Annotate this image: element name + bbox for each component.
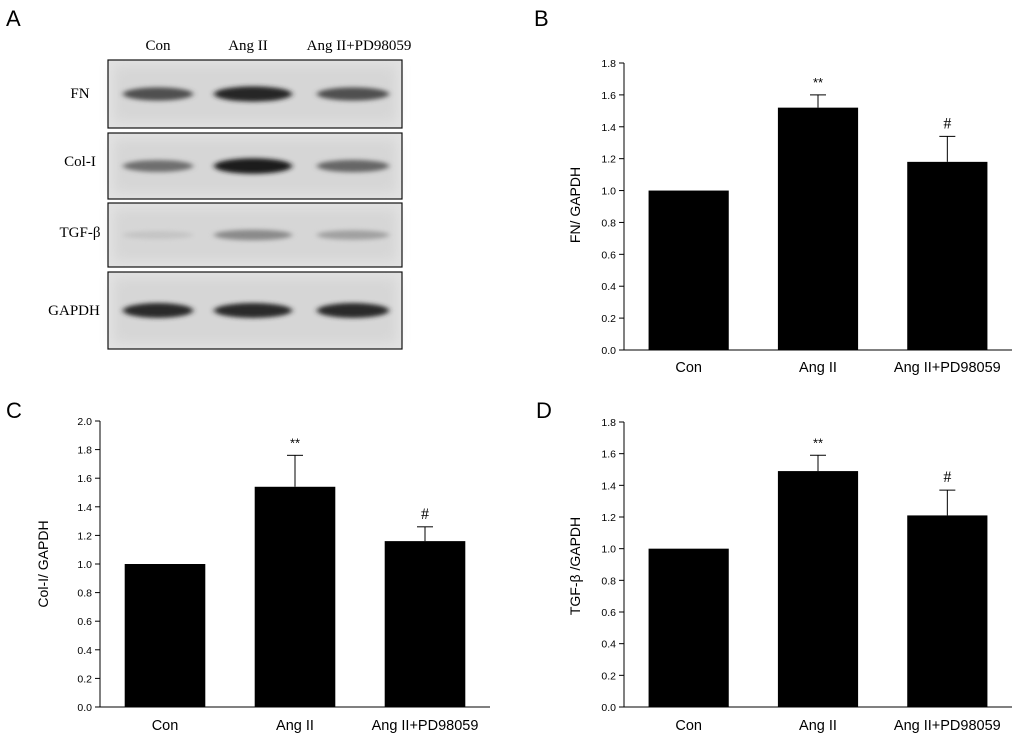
significance-annotation: # [943,469,951,486]
significance-annotation: ** [813,75,823,90]
row-label-fn: FN [70,86,89,102]
blot-band [214,86,292,102]
y-tick-label: 1.8 [601,417,616,429]
bar-chart-b: 0.0 0.2 0.4 0.6 0.8 1.0 1.2 1.4 1.6 1.8 FN/ GAPDH C… [567,58,1012,376]
y-tick-label: 0.4 [601,281,616,293]
row-label-col-i: Col-I [64,154,96,170]
y-tick-label: 1.0 [601,544,616,556]
bar [384,541,466,707]
bar [907,161,988,350]
bar-chart-d: 0.0 0.2 0.4 0.6 0.8 1.0 1.2 1.4 1.6 1.8 TGF-β /GAP… [567,417,1012,734]
lane-label-ang-ii: Ang II [228,38,268,54]
y-tick-label: 1.4 [601,480,616,492]
y-axis-label: TGF-β /GAPDH [567,517,583,615]
blot-strip-border [107,59,403,129]
y-tick-label: 0.2 [77,673,92,685]
bar [648,190,729,350]
bar [777,471,859,707]
x-category-label: Con [152,718,179,734]
y-tick-label: 1.6 [77,473,92,485]
x-category-label: Ang II [799,360,837,376]
bar [907,515,988,707]
blot-band [123,87,193,101]
x-category-label: Ang II [799,718,837,734]
bar [124,564,206,707]
y-tick-label: 0.6 [601,249,616,261]
y-tick-label: 0.0 [601,345,616,357]
lane-label-con: Con [145,38,171,54]
bar [648,548,729,707]
y-tick-label: 0.6 [601,607,616,619]
x-category-label: Ang II [276,718,314,734]
y-tick-label: 0.0 [601,702,616,714]
y-tick-label: 0.6 [77,616,92,628]
blot-strip [107,202,403,268]
y-tick-label: 1.4 [601,122,616,134]
y-tick-label: 0.0 [77,702,92,714]
blot-strip-border [107,271,403,350]
y-tick-label: 1.0 [601,186,616,198]
panel-letter-d: D [536,398,552,423]
y-axis-label: FN/ GAPDH [567,167,583,243]
x-category-label: Con [675,360,702,376]
blot-strip-border [107,132,403,200]
blot-strip [107,132,403,200]
y-tick-label: 1.8 [77,445,92,457]
y-tick-label: 0.8 [601,575,616,587]
y-tick-label: 0.4 [77,645,92,657]
y-tick-label: 1.6 [601,449,616,461]
lane-label-ang-ii-pd98059: Ang II+PD98059 [307,38,412,54]
blot-band [317,87,389,101]
y-tick-label: 1.4 [77,502,92,514]
blot-band [123,160,193,172]
y-tick-label: 1.6 [601,90,616,102]
blot-band [317,303,389,318]
x-category-label: Con [675,718,702,734]
blot-band [214,303,292,318]
y-tick-label: 0.8 [601,217,616,229]
panel-letter-a: A [6,6,21,31]
row-label-tgf-beta: TGF-β [60,225,101,241]
x-category-label: Ang II+PD98059 [372,718,479,734]
bar-chart-c: 0.0 0.2 0.4 0.6 0.8 1.0 1.2 1.4 1.6 1.8 2.0 Col-I/ … [35,416,490,734]
y-tick-label: 1.2 [77,530,92,542]
x-category-label: Ang II+PD98059 [894,360,1001,376]
blot-band [214,158,292,174]
x-category-label: Ang II+PD98059 [894,718,1001,734]
y-tick-label: 1.2 [601,154,616,166]
y-tick-label: 2.0 [77,416,92,428]
y-tick-label: 1.0 [77,559,92,571]
blot-strip-border [107,202,403,268]
panel-letter-c: C [6,398,22,423]
blot-band [317,230,389,240]
blot-strip [107,271,403,350]
y-tick-label: 0.4 [601,639,616,651]
significance-annotation: ** [290,435,300,450]
significance-annotation: ** [813,435,823,450]
significance-annotation: # [943,115,951,132]
y-axis-label: Col-I/ GAPDH [35,520,51,607]
bar [254,486,336,707]
blot-band [123,303,193,318]
blot-band [317,159,389,173]
row-label-gapdh: GAPDH [48,303,100,319]
y-tick-label: 0.2 [601,670,616,682]
y-tick-label: 0.2 [601,313,616,325]
blot-band [123,231,193,239]
western-blot-panel: Con Ang II Ang II+PD98059 FN Col-I TGF-β… [48,38,412,350]
panel-letter-b: B [534,6,549,31]
blot-strip [107,59,403,129]
blot-band [214,229,292,241]
y-tick-label: 1.2 [601,512,616,524]
significance-annotation: # [421,506,429,523]
bar [777,107,859,351]
y-tick-label: 0.8 [77,588,92,600]
y-tick-label: 1.8 [601,58,616,70]
